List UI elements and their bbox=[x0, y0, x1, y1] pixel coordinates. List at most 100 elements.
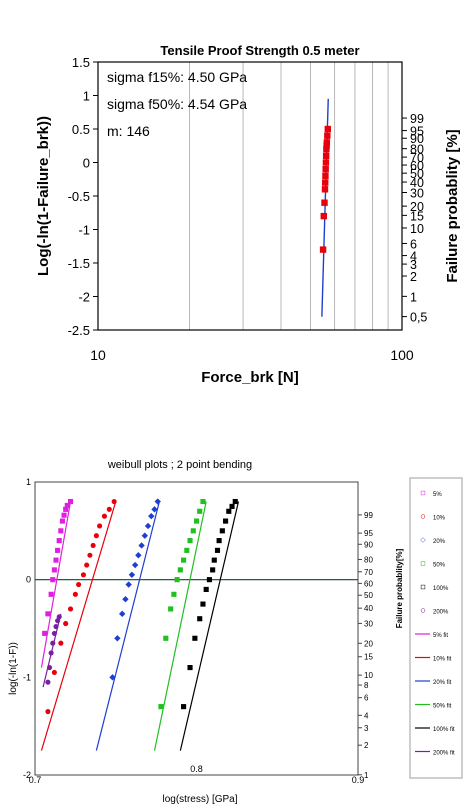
chart-title: Tensile Proof Strength 0.5 meter bbox=[160, 43, 359, 58]
x-tick-label: 0.9 bbox=[352, 775, 365, 785]
y2-axis-label: Failure probablity[%] bbox=[395, 548, 404, 628]
data-point bbox=[323, 142, 330, 149]
x-axis-label: log(stress) [GPa] bbox=[162, 794, 237, 805]
y-tick-label: 1 bbox=[83, 89, 90, 104]
legend-marker bbox=[420, 514, 426, 519]
x-tick-label: 100 bbox=[390, 347, 414, 363]
fit-line bbox=[40, 501, 117, 751]
data-point bbox=[97, 523, 103, 529]
legend-label: 5% fit bbox=[433, 633, 448, 639]
y2-tick-label: 15 bbox=[410, 209, 424, 223]
data-point bbox=[55, 547, 61, 553]
legend-label: 20% bbox=[433, 539, 446, 545]
data-point bbox=[200, 601, 206, 607]
data-point bbox=[184, 547, 190, 553]
data-point bbox=[56, 538, 62, 544]
data-point bbox=[197, 508, 203, 514]
data-point bbox=[58, 640, 64, 646]
data-point bbox=[131, 561, 139, 569]
data-point bbox=[323, 139, 331, 146]
y-tick-label: -2.5 bbox=[68, 323, 90, 338]
data-point bbox=[76, 581, 82, 588]
legend-label: 50% bbox=[433, 563, 446, 569]
data-point bbox=[190, 528, 196, 534]
data-point bbox=[93, 533, 99, 539]
data-point bbox=[42, 630, 48, 636]
data-point bbox=[67, 498, 74, 505]
data-point bbox=[321, 199, 328, 206]
data-point bbox=[64, 502, 70, 508]
y-tick-label: -1.5 bbox=[68, 256, 90, 271]
legend-marker bbox=[420, 537, 426, 543]
data-point bbox=[144, 522, 152, 530]
data-point bbox=[125, 581, 132, 588]
y2-tick-label: 95 bbox=[364, 529, 373, 538]
y2-tick-label: 20 bbox=[364, 639, 373, 648]
data-point bbox=[114, 635, 121, 642]
data-point bbox=[119, 610, 126, 618]
data-point bbox=[322, 159, 330, 166]
y2-tick-label: 20 bbox=[410, 200, 424, 214]
data-point bbox=[58, 528, 64, 534]
data-point bbox=[214, 547, 221, 553]
y2-tick-label: 80 bbox=[410, 143, 424, 157]
y-tick-label: 0 bbox=[83, 156, 90, 171]
data-point bbox=[197, 616, 203, 622]
y2-tick-label: 40 bbox=[364, 604, 373, 613]
x-tick-label: 0.8 bbox=[190, 764, 203, 774]
y2-tick-label: 50 bbox=[364, 591, 373, 600]
y-axis-label: Log(-ln(1-Failure_brk)) bbox=[35, 116, 52, 276]
y2-axis-label: Failure probablity [%] bbox=[444, 129, 461, 282]
data-point bbox=[55, 618, 61, 624]
data-point bbox=[138, 542, 145, 549]
data-point bbox=[45, 679, 51, 685]
data-point bbox=[101, 513, 108, 519]
y-tick-label: -2 bbox=[23, 770, 31, 780]
data-point bbox=[192, 635, 198, 641]
data-point bbox=[53, 623, 59, 630]
data-point bbox=[200, 498, 206, 505]
fit-line bbox=[42, 613, 62, 688]
data-point bbox=[141, 532, 149, 539]
plot-frame bbox=[34, 481, 359, 776]
y2-tick-label: 95 bbox=[410, 125, 424, 139]
data-point bbox=[50, 577, 56, 583]
data-point bbox=[61, 512, 67, 518]
legend-label: 200% bbox=[433, 610, 449, 616]
fit-line bbox=[40, 501, 72, 668]
data-point bbox=[163, 635, 169, 641]
legend-marker bbox=[420, 561, 426, 566]
y2-tick-label: 1 bbox=[364, 771, 369, 780]
legend-marker bbox=[420, 490, 426, 496]
data-point bbox=[187, 665, 193, 671]
data-point bbox=[51, 669, 57, 676]
data-point bbox=[324, 132, 331, 139]
y-tick-label: -1 bbox=[23, 672, 31, 682]
y-tick-label: -1 bbox=[78, 223, 90, 238]
y2-tick-label: 70 bbox=[364, 568, 373, 577]
data-point bbox=[322, 166, 329, 173]
data-point bbox=[154, 498, 161, 505]
legend-label: 5% bbox=[433, 492, 442, 498]
data-point bbox=[151, 506, 158, 513]
data-point bbox=[48, 650, 54, 656]
y2-tick-label: 4 bbox=[364, 711, 369, 720]
data-point bbox=[59, 518, 66, 524]
data-point bbox=[84, 562, 90, 568]
data-point bbox=[46, 665, 53, 671]
y2-tick-label: 50 bbox=[410, 167, 424, 181]
x-axis-label: Force_brk [N] bbox=[201, 369, 299, 386]
fit-line bbox=[179, 501, 240, 751]
data-point bbox=[148, 512, 155, 520]
data-point bbox=[158, 704, 164, 710]
data-point bbox=[324, 125, 331, 133]
data-point bbox=[56, 614, 62, 620]
y2-tick-label: 8 bbox=[364, 681, 369, 690]
data-point bbox=[321, 186, 329, 193]
data-point bbox=[122, 596, 129, 603]
data-point bbox=[72, 591, 78, 597]
y-axis-label: log(-ln(1-F)) bbox=[8, 642, 19, 695]
data-point bbox=[216, 538, 222, 544]
data-point bbox=[174, 577, 180, 583]
data-point bbox=[48, 591, 54, 597]
